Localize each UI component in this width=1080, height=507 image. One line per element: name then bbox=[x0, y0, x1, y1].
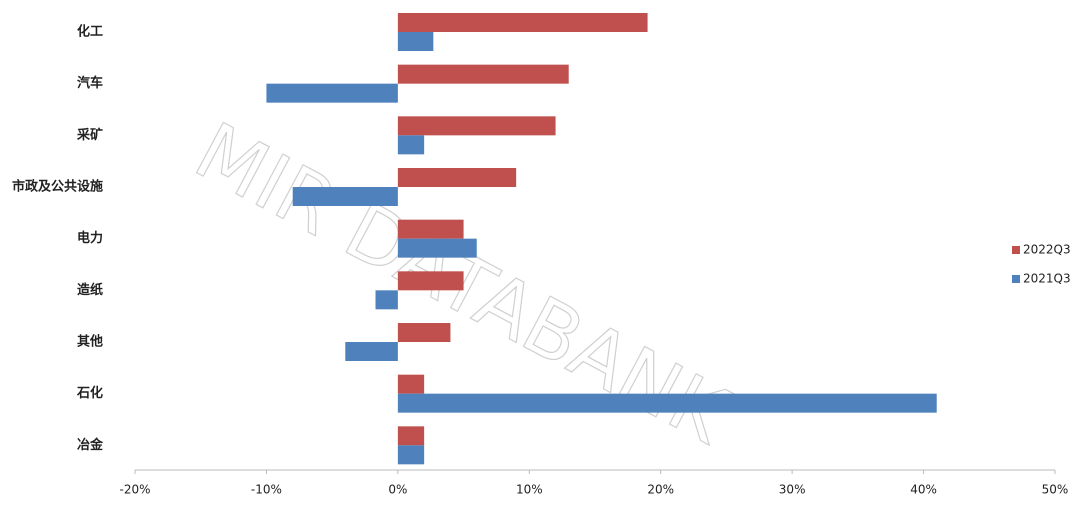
x-tick-label: -20% bbox=[119, 483, 150, 497]
x-tick-label: 20% bbox=[647, 483, 674, 497]
y-tick-label: 市政及公共设施 bbox=[12, 179, 103, 195]
legend-label: 2021Q3 bbox=[1023, 272, 1071, 286]
bar bbox=[397, 168, 517, 187]
x-tick-label: 50% bbox=[1042, 483, 1069, 497]
bar bbox=[345, 342, 398, 361]
x-tick-label: 30% bbox=[779, 483, 806, 497]
y-tick-label: 冶金 bbox=[77, 437, 104, 453]
bar bbox=[397, 135, 425, 155]
y-tick-label: 化工 bbox=[77, 24, 103, 40]
bar bbox=[397, 374, 425, 394]
bar bbox=[397, 13, 648, 32]
bar bbox=[266, 83, 398, 103]
bar bbox=[397, 323, 451, 342]
bar bbox=[397, 393, 937, 413]
y-tick-label: 造纸 bbox=[77, 282, 103, 298]
bar bbox=[397, 445, 425, 465]
bar bbox=[375, 290, 398, 310]
y-tick-label: 石化 bbox=[76, 385, 103, 401]
bar bbox=[397, 271, 464, 291]
x-tick-label: 10% bbox=[516, 483, 543, 497]
legend-swatch bbox=[1012, 246, 1020, 254]
legend-swatch bbox=[1012, 275, 1020, 283]
bar bbox=[397, 116, 556, 136]
y-tick-label: 电力 bbox=[77, 230, 103, 246]
bar bbox=[397, 32, 434, 51]
bar bbox=[397, 426, 425, 446]
bar bbox=[397, 238, 477, 258]
x-tick-label: 0% bbox=[388, 483, 407, 497]
bar bbox=[292, 187, 398, 206]
bar bbox=[397, 219, 464, 239]
y-tick-label: 其他 bbox=[77, 334, 103, 350]
bar bbox=[397, 64, 569, 84]
y-tick-label: 采矿 bbox=[76, 127, 103, 143]
legend-label: 2022Q3 bbox=[1023, 243, 1071, 257]
x-tick-label: -10% bbox=[251, 483, 282, 497]
x-tick-label: 40% bbox=[910, 483, 937, 497]
y-tick-label: 汽车 bbox=[77, 75, 103, 91]
